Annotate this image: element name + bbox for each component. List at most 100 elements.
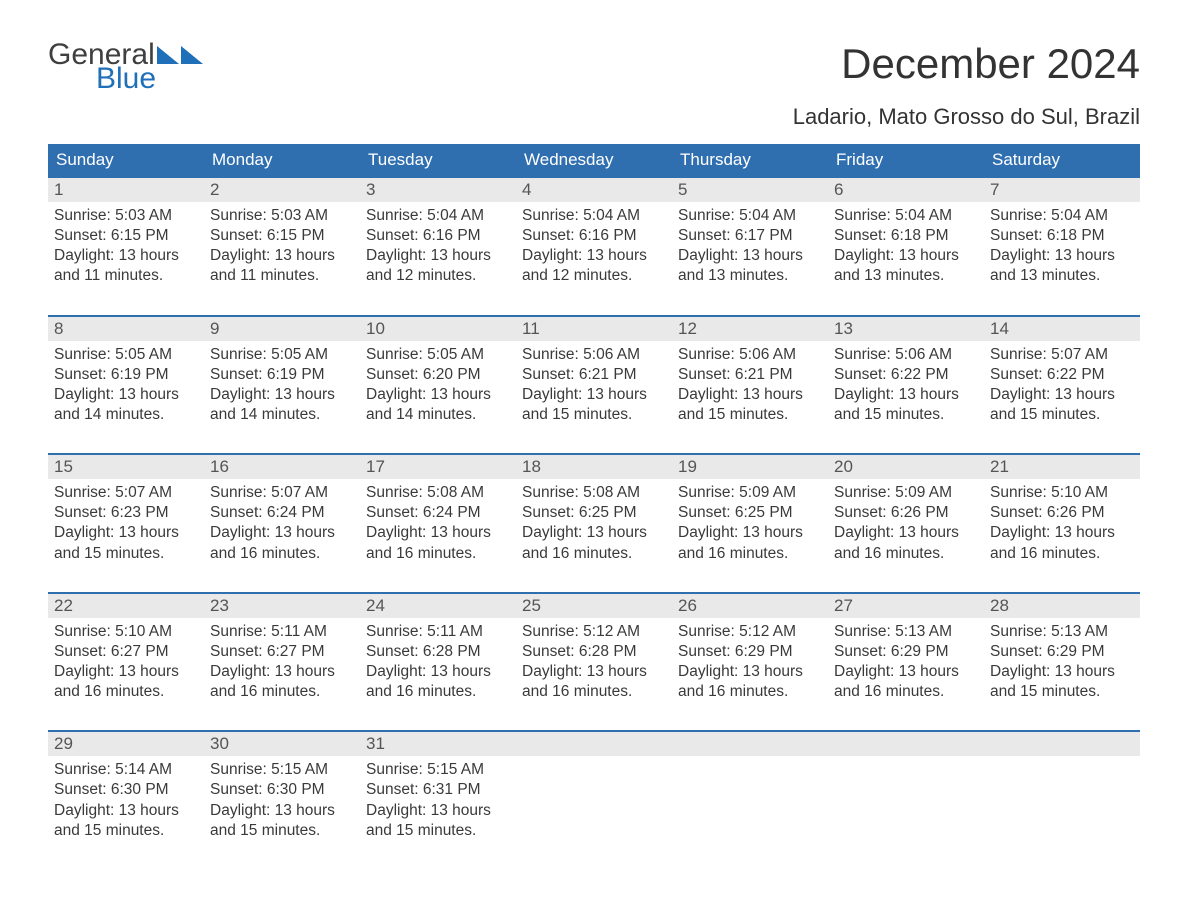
- sunrise-text: Sunrise: 5:05 AM: [54, 345, 198, 365]
- dayhead-fri: Friday: [828, 144, 984, 176]
- sunrise-text: Sunrise: 5:07 AM: [210, 483, 354, 503]
- day-cell: [828, 756, 984, 851]
- content-row: Sunrise: 5:14 AMSunset: 6:30 PMDaylight:…: [48, 756, 1140, 851]
- d1-text: Daylight: 13 hours: [210, 801, 354, 821]
- sunset-text: Sunset: 6:26 PM: [990, 503, 1134, 523]
- d1-text: Daylight: 13 hours: [54, 801, 198, 821]
- d2-text: and 15 minutes.: [54, 544, 198, 564]
- sunset-text: Sunset: 6:28 PM: [522, 642, 666, 662]
- day-cell: Sunrise: 5:07 AMSunset: 6:23 PMDaylight:…: [48, 479, 204, 574]
- week-row: 1234567Sunrise: 5:03 AMSunset: 6:15 PMDa…: [48, 176, 1140, 297]
- sunrise-text: Sunrise: 5:07 AM: [54, 483, 198, 503]
- d2-text: and 15 minutes.: [210, 821, 354, 841]
- daynum: 14: [984, 317, 1140, 341]
- d1-text: Daylight: 13 hours: [678, 662, 822, 682]
- week-row: 22232425262728Sunrise: 5:10 AMSunset: 6:…: [48, 592, 1140, 713]
- daynum: 23: [204, 594, 360, 618]
- calendar: Sunday Monday Tuesday Wednesday Thursday…: [48, 144, 1140, 851]
- daynum: 7: [984, 178, 1140, 202]
- week-row: 293031Sunrise: 5:14 AMSunset: 6:30 PMDay…: [48, 730, 1140, 851]
- d1-text: Daylight: 13 hours: [366, 662, 510, 682]
- week-row: 15161718192021Sunrise: 5:07 AMSunset: 6:…: [48, 453, 1140, 574]
- sunset-text: Sunset: 6:16 PM: [522, 226, 666, 246]
- daynum: 31: [360, 732, 516, 756]
- daynum: 4: [516, 178, 672, 202]
- day-cell: Sunrise: 5:12 AMSunset: 6:28 PMDaylight:…: [516, 618, 672, 713]
- d2-text: and 16 minutes.: [210, 682, 354, 702]
- d1-text: Daylight: 13 hours: [990, 662, 1134, 682]
- sunset-text: Sunset: 6:30 PM: [210, 780, 354, 800]
- sunset-text: Sunset: 6:21 PM: [678, 365, 822, 385]
- d1-text: Daylight: 13 hours: [522, 662, 666, 682]
- content-row: Sunrise: 5:05 AMSunset: 6:19 PMDaylight:…: [48, 341, 1140, 436]
- d2-text: and 15 minutes.: [366, 821, 510, 841]
- day-cell: Sunrise: 5:13 AMSunset: 6:29 PMDaylight:…: [984, 618, 1140, 713]
- sunrise-text: Sunrise: 5:09 AM: [678, 483, 822, 503]
- sunrise-text: Sunrise: 5:15 AM: [210, 760, 354, 780]
- sunrise-text: Sunrise: 5:11 AM: [366, 622, 510, 642]
- content-row: Sunrise: 5:10 AMSunset: 6:27 PMDaylight:…: [48, 618, 1140, 713]
- day-cell: Sunrise: 5:05 AMSunset: 6:19 PMDaylight:…: [48, 341, 204, 436]
- sunrise-text: Sunrise: 5:04 AM: [366, 206, 510, 226]
- d1-text: Daylight: 13 hours: [522, 385, 666, 405]
- day-header-row: Sunday Monday Tuesday Wednesday Thursday…: [48, 144, 1140, 176]
- d2-text: and 12 minutes.: [522, 266, 666, 286]
- sunset-text: Sunset: 6:23 PM: [54, 503, 198, 523]
- daynum: 12: [672, 317, 828, 341]
- sunset-text: Sunset: 6:27 PM: [210, 642, 354, 662]
- d2-text: and 14 minutes.: [210, 405, 354, 425]
- daynum: 19: [672, 455, 828, 479]
- daynum: 29: [48, 732, 204, 756]
- day-cell: Sunrise: 5:05 AMSunset: 6:20 PMDaylight:…: [360, 341, 516, 436]
- daynum: 26: [672, 594, 828, 618]
- dayhead-tue: Tuesday: [360, 144, 516, 176]
- dayhead-sat: Saturday: [984, 144, 1140, 176]
- sunset-text: Sunset: 6:27 PM: [54, 642, 198, 662]
- day-cell: Sunrise: 5:10 AMSunset: 6:26 PMDaylight:…: [984, 479, 1140, 574]
- d2-text: and 16 minutes.: [834, 544, 978, 564]
- daynum: [516, 732, 672, 756]
- sunrise-text: Sunrise: 5:03 AM: [210, 206, 354, 226]
- daynum: 27: [828, 594, 984, 618]
- day-cell: Sunrise: 5:10 AMSunset: 6:27 PMDaylight:…: [48, 618, 204, 713]
- daynum: 24: [360, 594, 516, 618]
- d1-text: Daylight: 13 hours: [990, 246, 1134, 266]
- d1-text: Daylight: 13 hours: [54, 662, 198, 682]
- day-cell: [672, 756, 828, 851]
- day-cell: Sunrise: 5:04 AMSunset: 6:16 PMDaylight:…: [360, 202, 516, 297]
- sunrise-text: Sunrise: 5:08 AM: [522, 483, 666, 503]
- day-cell: Sunrise: 5:13 AMSunset: 6:29 PMDaylight:…: [828, 618, 984, 713]
- sunset-text: Sunset: 6:25 PM: [678, 503, 822, 523]
- daynum: 20: [828, 455, 984, 479]
- d2-text: and 15 minutes.: [678, 405, 822, 425]
- sunrise-text: Sunrise: 5:15 AM: [366, 760, 510, 780]
- sunrise-text: Sunrise: 5:04 AM: [834, 206, 978, 226]
- d2-text: and 16 minutes.: [678, 544, 822, 564]
- daynum-row: 1234567: [48, 178, 1140, 202]
- sunrise-text: Sunrise: 5:10 AM: [54, 622, 198, 642]
- sunrise-text: Sunrise: 5:06 AM: [522, 345, 666, 365]
- d2-text: and 16 minutes.: [678, 682, 822, 702]
- sunrise-text: Sunrise: 5:04 AM: [522, 206, 666, 226]
- daynum: 3: [360, 178, 516, 202]
- d1-text: Daylight: 13 hours: [678, 246, 822, 266]
- day-cell: Sunrise: 5:06 AMSunset: 6:22 PMDaylight:…: [828, 341, 984, 436]
- d1-text: Daylight: 13 hours: [366, 523, 510, 543]
- sunset-text: Sunset: 6:29 PM: [834, 642, 978, 662]
- day-cell: Sunrise: 5:04 AMSunset: 6:16 PMDaylight:…: [516, 202, 672, 297]
- sunset-text: Sunset: 6:22 PM: [990, 365, 1134, 385]
- day-cell: [984, 756, 1140, 851]
- daynum: 13: [828, 317, 984, 341]
- d1-text: Daylight: 13 hours: [366, 246, 510, 266]
- logo-text-bottom: Blue: [96, 64, 203, 94]
- daynum: 15: [48, 455, 204, 479]
- header: General Blue December 2024: [48, 40, 1140, 94]
- daynum: 16: [204, 455, 360, 479]
- sunset-text: Sunset: 6:28 PM: [366, 642, 510, 662]
- d1-text: Daylight: 13 hours: [834, 662, 978, 682]
- sunset-text: Sunset: 6:21 PM: [522, 365, 666, 385]
- sunrise-text: Sunrise: 5:05 AM: [210, 345, 354, 365]
- daynum: 18: [516, 455, 672, 479]
- sunset-text: Sunset: 6:24 PM: [366, 503, 510, 523]
- d2-text: and 13 minutes.: [678, 266, 822, 286]
